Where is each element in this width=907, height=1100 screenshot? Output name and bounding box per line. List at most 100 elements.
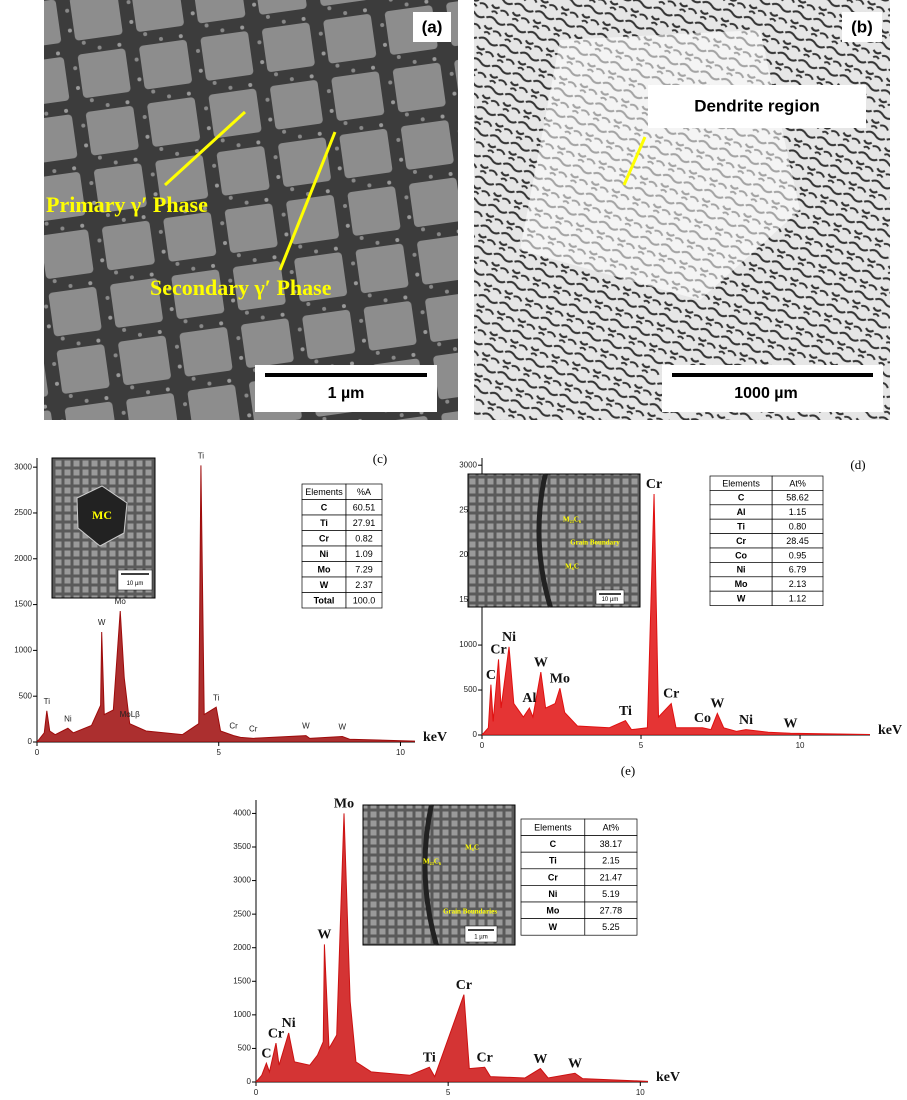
label-box (413, 12, 451, 42)
panel-label: (d) (850, 457, 865, 472)
table-text: %A (357, 487, 371, 497)
table-text: 2.37 (355, 580, 373, 590)
table-text: Mo (735, 579, 748, 589)
scale-label: 10 µm (127, 581, 144, 587)
inset-annotation: M₆C (565, 563, 579, 571)
inset-image (362, 804, 516, 946)
spectrum (255, 813, 649, 1083)
grain-boundary (422, 804, 439, 946)
table-text: 5.25 (602, 922, 620, 932)
table-text: 6.79 (789, 565, 807, 575)
peak-label: W (302, 722, 310, 731)
panel-label: (c) (373, 451, 387, 466)
table-text: 27.91 (353, 518, 376, 528)
peak-label: W (783, 716, 797, 731)
table-text: At% (603, 823, 620, 833)
table-text: C (321, 502, 328, 512)
x-axis-label: keV (878, 723, 902, 738)
arrow (163, 110, 247, 187)
peak-label: W (317, 928, 331, 943)
x-tick-label: 5 (217, 748, 222, 757)
x-tick-label: 10 (636, 1088, 645, 1095)
peak-label: Cr (268, 1026, 284, 1041)
inset-annotation: M₂₃C₆ (563, 516, 581, 524)
peak-label: C (486, 668, 496, 683)
y-tick-label: 2000 (14, 554, 32, 563)
grain-boundary (536, 473, 553, 608)
y-tick-label: 4000 (233, 809, 251, 818)
table-text: Mo (318, 564, 331, 574)
table-text: 1.09 (355, 549, 373, 559)
peak-label: Ni (502, 630, 516, 645)
y-tick-label: 500 (19, 691, 33, 700)
annotation: Secondary γ′ Phase (150, 275, 332, 300)
y-tick-label: 500 (464, 685, 478, 694)
table-text: 58.62 (786, 493, 809, 503)
y-tick-label: 500 (238, 1044, 252, 1053)
y-tick-label: 1500 (233, 976, 251, 985)
table-cell (584, 918, 638, 936)
table-text: Elements (305, 487, 343, 497)
peak-label: Cr (456, 978, 472, 993)
x-tick-label: 10 (796, 741, 805, 750)
table-text: 2.13 (789, 579, 807, 589)
arrow (278, 131, 337, 271)
peak-label: Ti (198, 451, 205, 460)
spectrum (481, 493, 871, 736)
table-text: 100.0 (353, 595, 376, 605)
table-text: 28.45 (786, 536, 809, 546)
y-tick-label: 0 (28, 737, 33, 746)
peak-label: C (261, 1046, 271, 1061)
peak-label: W (710, 697, 724, 712)
micrograph-a (44, 0, 458, 420)
table-text: Ti (549, 856, 557, 866)
peak-label: Mo (550, 671, 570, 686)
peak-label: Co (694, 711, 711, 726)
peak-label: Cr (249, 724, 258, 733)
y-tick-label: 3000 (233, 876, 251, 885)
table-text: Cr (736, 536, 746, 546)
y-tick-label: 2000 (233, 943, 251, 952)
peak-label: Ti (423, 1050, 436, 1065)
table-text: At% (789, 478, 806, 488)
peak-label: Cr (477, 1050, 493, 1065)
annotation-box (648, 85, 866, 128)
peak-label: W (533, 1052, 547, 1067)
table-cell (771, 590, 824, 606)
table-text: 38.17 (600, 839, 623, 849)
x-tick-label: 0 (254, 1088, 259, 1095)
peak-label: Al (522, 691, 536, 706)
annotation: Primary γ′ Phase (46, 192, 208, 217)
peak-label: W (339, 723, 347, 732)
table-text: W (549, 922, 558, 932)
y-tick-label: 0 (247, 1077, 252, 1086)
table-text: Mo (546, 906, 559, 916)
y-tick-label: 3500 (233, 842, 251, 851)
table-text: Ni (320, 549, 329, 559)
x-axis-label: keV (656, 1070, 680, 1085)
scale-box (662, 365, 883, 412)
spectrum (36, 465, 416, 743)
table-text: Cr (548, 872, 558, 882)
table-text: 27.78 (600, 906, 623, 916)
scale-label: 1 µm (474, 934, 487, 940)
table-text: Ni (737, 565, 746, 575)
y-tick-label: 3000 (14, 462, 32, 471)
peak-label: W (98, 618, 106, 627)
table-text: C (738, 493, 745, 503)
x-tick-label: 0 (35, 748, 40, 757)
table-cell (345, 592, 383, 609)
y-tick-label: 1000 (14, 645, 32, 654)
x-tick-label: 0 (480, 741, 485, 750)
table-text: 0.95 (789, 550, 807, 560)
peak-label: Ti (44, 697, 51, 706)
table-text: W (737, 593, 746, 603)
scale-box (117, 569, 153, 591)
peak-label: Ni (64, 714, 72, 723)
scale-label: 1000 µm (734, 385, 797, 402)
table-text: 21.47 (600, 872, 623, 882)
table-text: Co (735, 550, 747, 560)
peak-label: Cr (229, 722, 238, 731)
table-text: Ni (548, 889, 557, 899)
